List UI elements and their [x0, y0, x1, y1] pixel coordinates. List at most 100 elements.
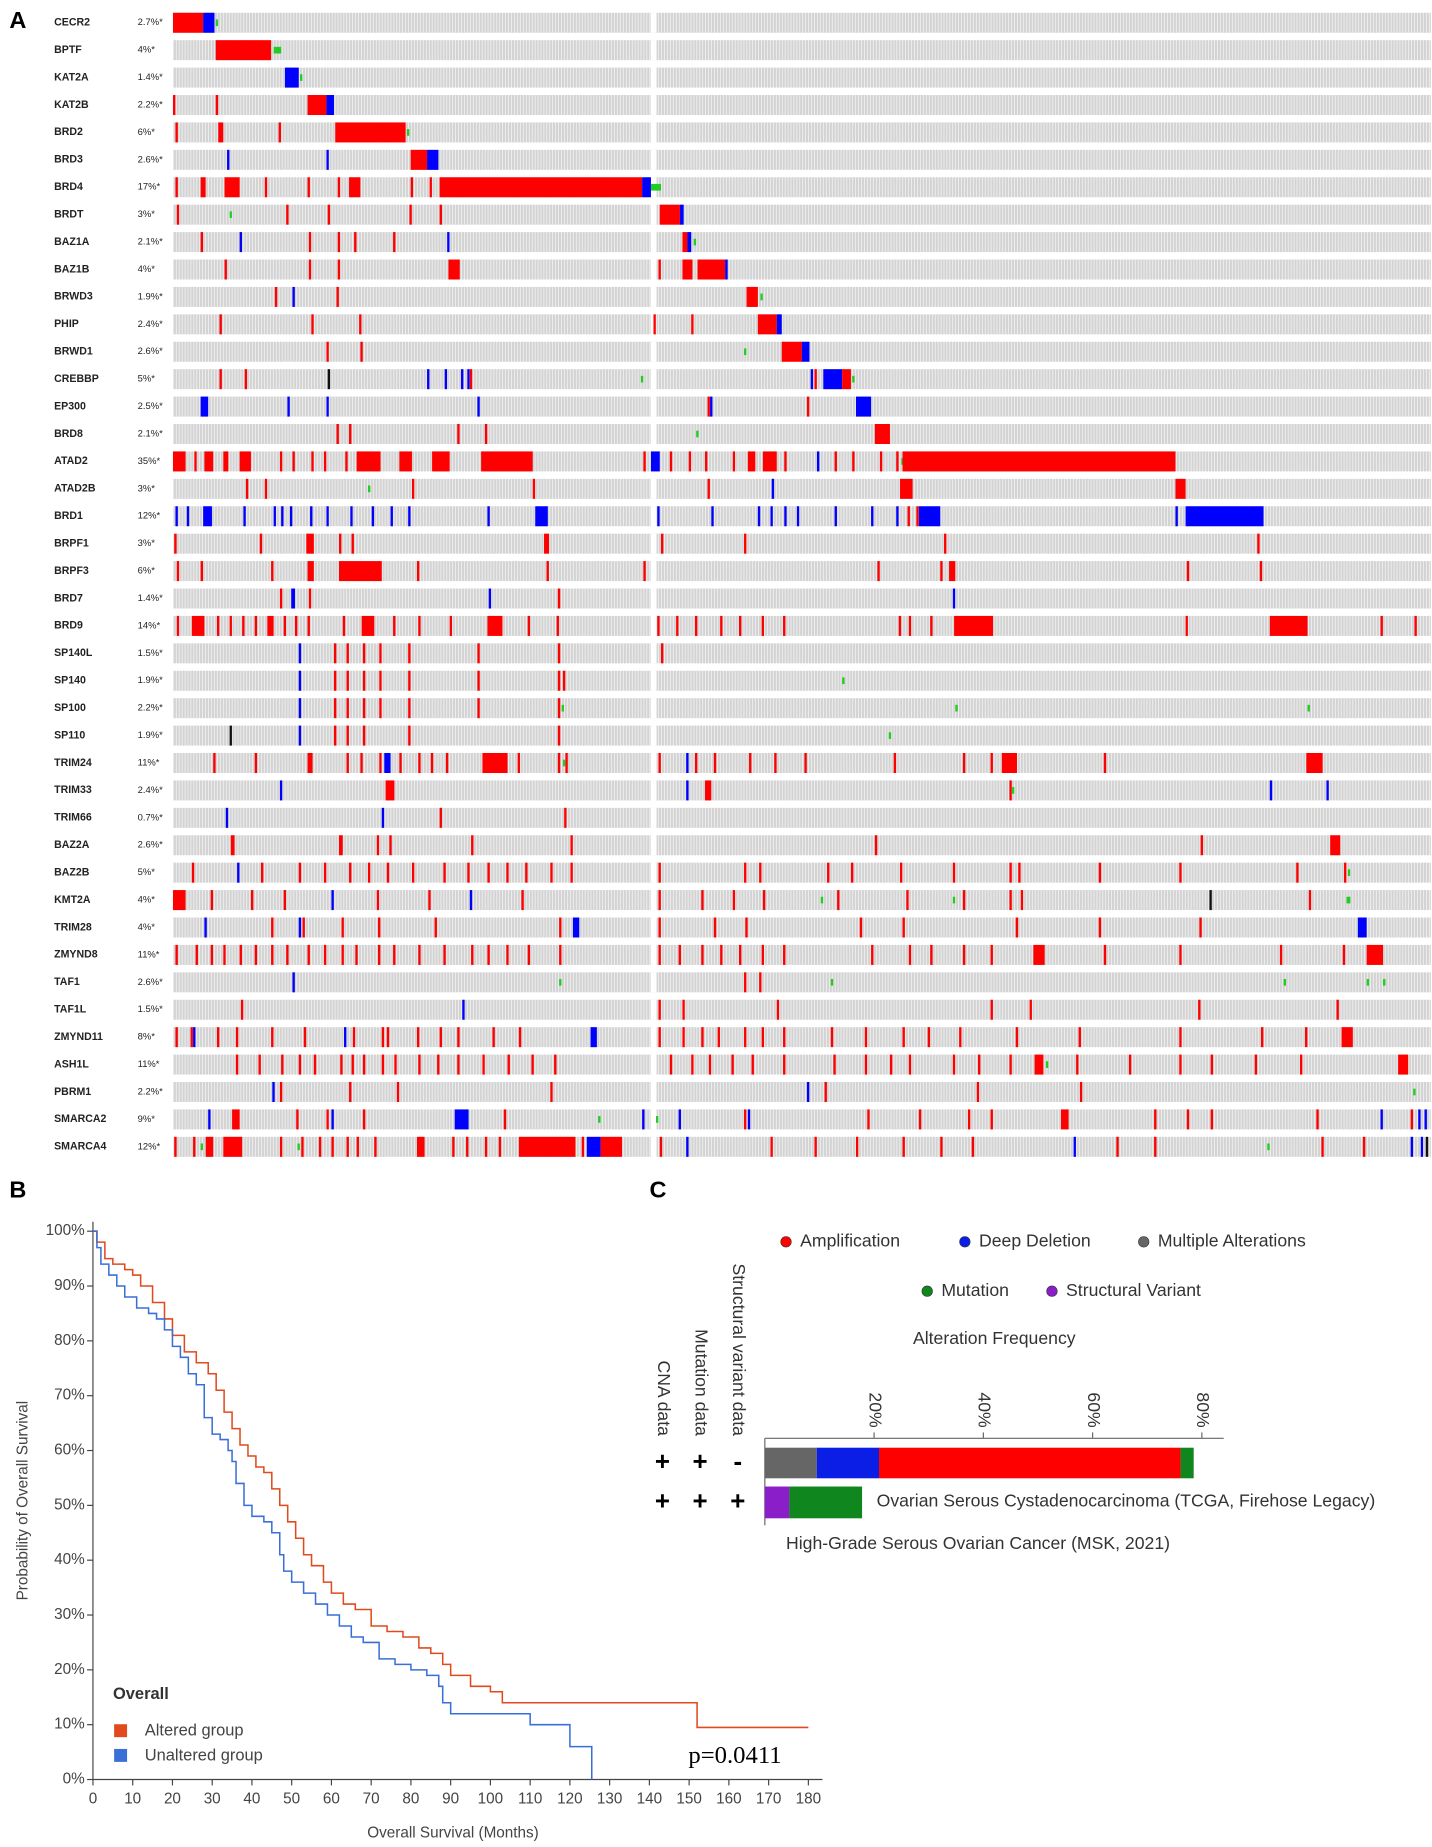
alteration — [216, 615, 220, 636]
alteration — [429, 177, 432, 198]
alteration — [507, 1054, 510, 1075]
alteration — [386, 1027, 390, 1048]
alteration — [658, 999, 661, 1020]
alteration — [694, 753, 698, 774]
alteration — [907, 506, 910, 527]
alteration — [361, 615, 375, 636]
legend-label: Mutation — [941, 1280, 1009, 1300]
gene-label: ZMYND11 — [54, 1031, 103, 1043]
alteration — [720, 615, 723, 636]
alteration — [1015, 1027, 1019, 1048]
alteration — [307, 944, 310, 965]
panel-label: C — [650, 1176, 667, 1202]
alteration — [439, 177, 643, 198]
alteration — [204, 917, 207, 938]
alteration — [658, 862, 661, 883]
alteration — [801, 341, 810, 362]
x-tick-label: 60% — [1084, 1392, 1104, 1428]
alteration — [323, 944, 327, 965]
alteration — [732, 451, 736, 472]
alteration — [962, 753, 966, 774]
alteration — [172, 451, 186, 472]
alteration — [691, 314, 694, 335]
alteration — [416, 1027, 420, 1048]
alteration — [693, 238, 697, 246]
alteration — [682, 259, 693, 280]
alteration — [1418, 1109, 1421, 1130]
alteration — [349, 177, 361, 198]
alteration — [879, 451, 883, 472]
alteration — [409, 204, 412, 225]
alteration — [484, 1136, 488, 1157]
alteration — [679, 204, 684, 225]
alteration — [326, 1109, 329, 1130]
alteration — [200, 396, 209, 417]
alteration — [804, 753, 807, 774]
x-tick-label: 180 — [796, 1791, 822, 1808]
alteration — [411, 478, 415, 499]
gene-label: BRPF3 — [54, 565, 89, 577]
alteration — [1029, 999, 1032, 1020]
gene-label: PBRM1 — [54, 1086, 91, 1098]
alteration — [331, 890, 334, 911]
alteration — [761, 615, 764, 636]
altered-label: 4%* — [138, 44, 156, 55]
track — [172, 1027, 1431, 1048]
alteration — [1308, 890, 1312, 911]
alteration — [744, 348, 747, 356]
alteration — [557, 698, 561, 719]
legend-swatch — [959, 1236, 971, 1248]
survival-curve — [92, 1230, 809, 1729]
alteration — [650, 183, 662, 191]
alteration — [852, 451, 855, 472]
alteration — [224, 259, 227, 280]
alteration — [678, 944, 681, 965]
alteration — [215, 19, 219, 27]
alteration — [487, 862, 490, 883]
alteration — [962, 890, 966, 911]
alteration — [902, 1027, 905, 1048]
altered-label: 6%* — [138, 126, 156, 137]
gene-label: BAZ2B — [54, 866, 90, 878]
alteration — [503, 1109, 507, 1130]
alteration — [297, 1143, 300, 1151]
alteration — [176, 615, 180, 636]
alteration — [326, 506, 329, 527]
alteration — [335, 122, 406, 143]
alteration — [298, 643, 302, 664]
alteration — [362, 725, 366, 746]
alteration — [784, 506, 787, 527]
track — [172, 1109, 1431, 1130]
legend-label: Unaltered group — [145, 1746, 263, 1764]
alteration — [174, 1136, 177, 1157]
alteration — [871, 944, 874, 965]
alteration — [842, 369, 851, 390]
alteration — [770, 1136, 773, 1157]
track — [172, 533, 1431, 554]
x-tick-label: 20% — [865, 1392, 885, 1428]
alteration — [492, 1027, 495, 1048]
legend-swatch — [114, 1748, 128, 1762]
track-gap — [650, 615, 657, 636]
alteration — [1296, 862, 1299, 883]
gene-label: EP300 — [54, 400, 86, 412]
alteration — [1307, 704, 1310, 712]
alteration — [557, 753, 561, 774]
alteration — [565, 753, 568, 774]
alteration — [1344, 862, 1347, 883]
alteration — [642, 177, 651, 198]
alteration — [556, 615, 559, 636]
alteration — [308, 259, 312, 280]
alteration — [918, 506, 941, 527]
alteration — [346, 670, 349, 691]
alteration — [1076, 1054, 1079, 1075]
alteration — [1330, 835, 1341, 856]
alteration — [713, 917, 717, 938]
alteration — [842, 677, 845, 685]
alteration — [687, 232, 692, 253]
alteration — [697, 259, 726, 280]
alteration — [327, 204, 331, 225]
altered-label: 5%* — [138, 866, 156, 877]
alteration — [310, 506, 313, 527]
alteration — [1424, 1109, 1427, 1130]
